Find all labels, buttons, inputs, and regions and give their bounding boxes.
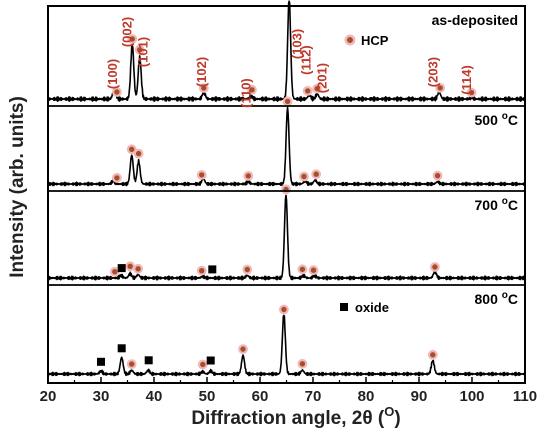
hcp-marker: [279, 304, 289, 315]
hkl-label: (103): [289, 29, 304, 59]
legend-hcp-marker: [344, 34, 356, 46]
hcp-marker: [297, 264, 308, 275]
legend-hcp: HCP: [344, 33, 389, 48]
xrd-trace-2: [47, 194, 526, 281]
hcp-marker: [238, 344, 248, 355]
hcp-marker: [243, 170, 254, 181]
panel-2: 700 oC: [47, 184, 526, 281]
hkl-label: (114): [459, 65, 474, 95]
panel-label: 500 oC: [475, 111, 518, 128]
x-tick-label: 100: [459, 388, 484, 405]
legend-hcp-label: HCP: [361, 33, 389, 48]
x-tick-label: 40: [146, 388, 163, 405]
hcp-marker: [466, 87, 477, 98]
hkl-label: (002): [120, 17, 135, 47]
x-tick-label: 60: [252, 388, 269, 405]
hcp-marker: [196, 265, 207, 276]
legend-oxide: oxide: [340, 300, 389, 315]
hcp-marker: [197, 359, 208, 370]
panels-group: as-deposited 500 oC 700 oC 800 oC: [47, 0, 526, 377]
hcp-marker: [125, 261, 136, 272]
hcp-marker: [109, 266, 120, 277]
hcp-marker: [126, 359, 137, 370]
xrd-trace-3: [47, 314, 526, 377]
x-tick-label: 80: [358, 388, 375, 405]
x-tick-label: 50: [199, 388, 216, 405]
hcp-marker: [247, 84, 257, 95]
hkl-label: (100): [105, 59, 120, 89]
panel-label: 700 oC: [475, 196, 518, 213]
hcp-marker: [308, 265, 319, 276]
hcp-marker: [312, 83, 323, 94]
x-tick-label: 110: [513, 388, 537, 405]
hcp-marker: [134, 44, 145, 55]
hkl-label: (203): [426, 57, 441, 87]
hcp-marker: [311, 169, 322, 180]
x-tick-label: 30: [93, 388, 110, 405]
hkl-label: (110): [239, 78, 254, 108]
hcp-marker: [127, 34, 138, 44]
hcp-marker: [435, 82, 446, 93]
hcp-marker: [133, 263, 144, 274]
x-tick-label: 70: [305, 388, 322, 405]
panel-label: 800 oC: [475, 290, 518, 307]
hcp-marker: [432, 170, 443, 181]
hkl-labels: (100)(002)(101) (102) (110) (103)(112)(201)…: [105, 17, 474, 108]
legend-oxide-marker: [340, 303, 348, 311]
hcp-marker: [302, 85, 313, 96]
hcp-marker: [297, 358, 308, 369]
x-axis: 20 30 40 50 60 70 80 90 100 110: [40, 377, 537, 405]
oxide-marker: [117, 344, 126, 353]
xrd-trace-1: [47, 106, 526, 187]
hcp-marker: [196, 169, 207, 180]
panel-0: as-deposited: [47, 0, 526, 102]
hcp-marker: [111, 87, 122, 97]
hcp-marker: [430, 262, 440, 272]
hcp-marker: [111, 172, 122, 183]
legend-oxide-label: oxide: [355, 300, 389, 315]
panel-1: 500 oC: [47, 96, 526, 187]
hcp-marker: [126, 144, 137, 155]
hcp-marker: [198, 83, 209, 93]
hkl-label: (201): [314, 63, 329, 93]
x-tick-label: 90: [411, 388, 428, 405]
hcp-marker: [282, 96, 293, 107]
y-axis-title: Intensity (arb. units): [7, 96, 28, 278]
hcp-marker: [242, 264, 253, 275]
hkl-label: (102): [194, 57, 209, 87]
panel-3: 800 oC: [47, 284, 526, 377]
x-tick-label: 20: [40, 388, 57, 405]
hcp-marker: [133, 148, 144, 159]
x-axis-title: Diffraction angle, 2θ (O): [191, 404, 400, 429]
oxide-marker: [97, 357, 105, 366]
hcp-marker: [427, 349, 438, 360]
hcp-marker: [281, 184, 291, 195]
oxide-marker: [144, 356, 153, 365]
oxide-marker: [206, 356, 215, 365]
panel-label: as-deposited: [432, 12, 518, 28]
hkl-label: (112): [298, 45, 313, 75]
xrd-trace-0: [47, 0, 526, 102]
oxide-marker: [208, 265, 217, 274]
oxide-marker: [117, 264, 126, 273]
hkl-label: (101): [136, 37, 151, 67]
hcp-marker: [299, 171, 309, 182]
